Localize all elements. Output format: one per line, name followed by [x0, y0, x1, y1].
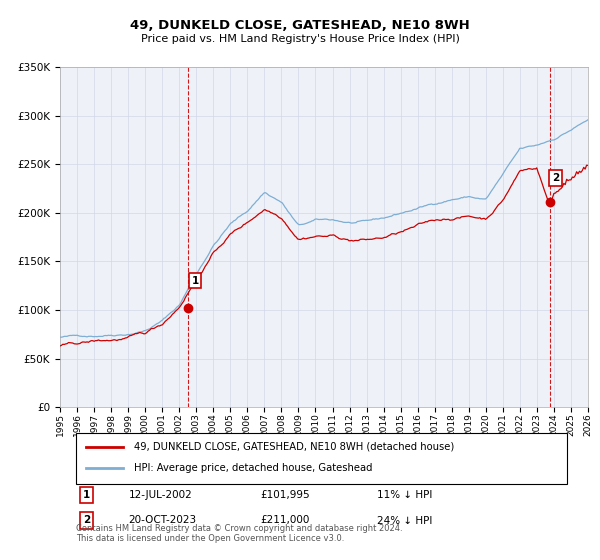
FancyBboxPatch shape [76, 433, 567, 484]
Text: 2: 2 [552, 173, 559, 183]
Text: £101,995: £101,995 [260, 490, 310, 500]
Text: 11% ↓ HPI: 11% ↓ HPI [377, 490, 432, 500]
Text: 24% ↓ HPI: 24% ↓ HPI [377, 515, 432, 525]
Text: HPI: Average price, detached house, Gateshead: HPI: Average price, detached house, Gate… [134, 463, 373, 473]
Text: 49, DUNKELD CLOSE, GATESHEAD, NE10 8WH (detached house): 49, DUNKELD CLOSE, GATESHEAD, NE10 8WH (… [134, 442, 454, 452]
Text: 2: 2 [83, 515, 90, 525]
Text: 12-JUL-2002: 12-JUL-2002 [128, 490, 193, 500]
Text: Contains HM Land Registry data © Crown copyright and database right 2024.
This d: Contains HM Land Registry data © Crown c… [76, 524, 403, 543]
Text: 1: 1 [191, 276, 199, 286]
Text: 49, DUNKELD CLOSE, GATESHEAD, NE10 8WH: 49, DUNKELD CLOSE, GATESHEAD, NE10 8WH [130, 18, 470, 32]
Text: 1: 1 [83, 490, 90, 500]
Text: Price paid vs. HM Land Registry's House Price Index (HPI): Price paid vs. HM Land Registry's House … [140, 34, 460, 44]
Text: 20-OCT-2023: 20-OCT-2023 [128, 515, 197, 525]
Text: £211,000: £211,000 [260, 515, 310, 525]
